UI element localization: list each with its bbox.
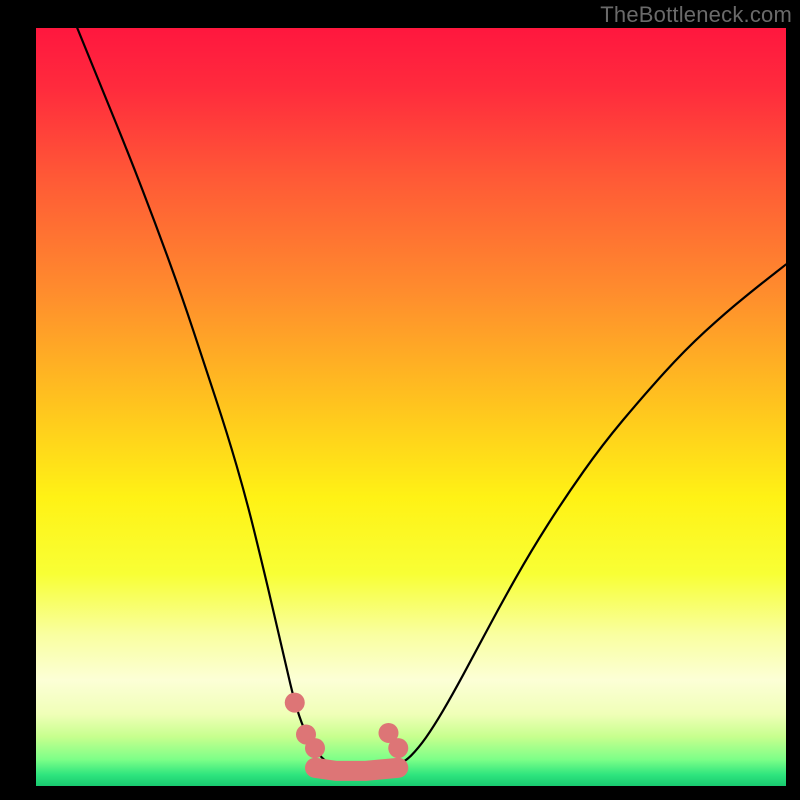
chart-container: TheBottleneck.com bbox=[0, 0, 800, 800]
highlight-marker bbox=[305, 738, 325, 758]
gradient-background bbox=[36, 28, 786, 786]
highlight-marker bbox=[285, 693, 305, 713]
border-bottom bbox=[0, 786, 800, 800]
border-right bbox=[786, 0, 800, 800]
bottleneck-curve-chart bbox=[0, 0, 800, 800]
highlight-marker bbox=[388, 738, 408, 758]
border-left bbox=[0, 0, 36, 800]
watermark-text: TheBottleneck.com bbox=[600, 2, 792, 28]
valley-highlight-bar bbox=[315, 768, 398, 771]
